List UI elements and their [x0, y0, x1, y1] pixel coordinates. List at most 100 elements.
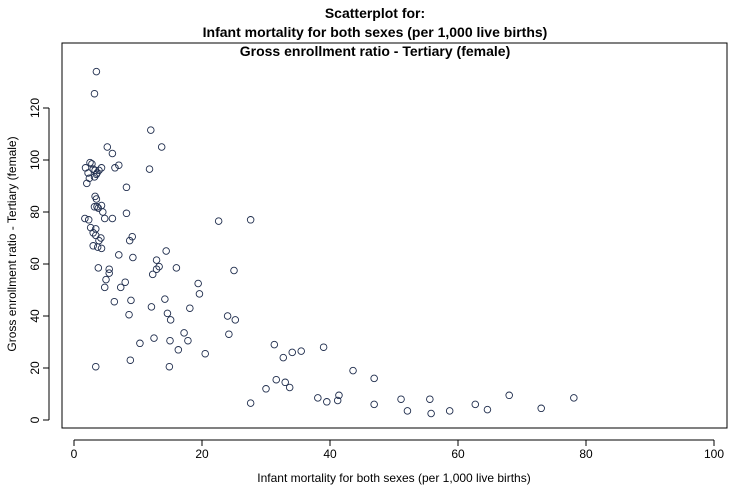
- x-tick-label: 40: [323, 447, 337, 461]
- data-point: [122, 209, 131, 218]
- data-point: [272, 375, 280, 384]
- data-point: [165, 362, 174, 371]
- data-point: [231, 316, 240, 324]
- chart-title: Scatterplot for: Infant mortality for bo…: [0, 4, 750, 61]
- data-point: [92, 362, 100, 371]
- data-point: [89, 242, 97, 250]
- data-point: [166, 336, 174, 345]
- data-point: [172, 264, 181, 272]
- data-point: [84, 169, 92, 177]
- data-point: [92, 170, 101, 179]
- data-point: [90, 89, 99, 98]
- x-tick-label: 60: [451, 447, 465, 461]
- data-point: [93, 203, 101, 211]
- data-point: [92, 231, 100, 240]
- data-point: [184, 336, 192, 345]
- data-point: [103, 143, 112, 151]
- data-point: [127, 296, 135, 305]
- data-point: [111, 164, 119, 172]
- data-point: [122, 183, 131, 192]
- data-point: [125, 310, 133, 319]
- data-point: [483, 405, 492, 414]
- y-tick-label: 80: [28, 205, 42, 219]
- data-point: [116, 283, 125, 292]
- data-point: [157, 143, 166, 151]
- data-point: [403, 407, 412, 415]
- data-point: [155, 262, 163, 271]
- data-point: [108, 214, 117, 223]
- data-point: [126, 356, 135, 364]
- data-point: [180, 329, 188, 337]
- data-point: [223, 312, 232, 320]
- data-point: [285, 383, 294, 392]
- data-point: [194, 279, 202, 288]
- data-point: [214, 217, 223, 225]
- data-point: [89, 229, 97, 237]
- data-point: [108, 149, 117, 158]
- data-point: [147, 126, 155, 134]
- data-point: [349, 366, 357, 375]
- x-tick-label: 80: [579, 447, 593, 461]
- data-point: [100, 283, 109, 292]
- data-point: [105, 265, 113, 273]
- data-point: [93, 243, 102, 251]
- data-point: [152, 265, 161, 273]
- data-point: [319, 343, 328, 351]
- data-point: [335, 391, 343, 400]
- data-point: [445, 407, 454, 415]
- x-tick-label: 100: [704, 447, 724, 461]
- data-point: [427, 409, 435, 418]
- data-point: [147, 303, 156, 311]
- data-point: [166, 316, 175, 324]
- data-point: [152, 256, 161, 264]
- y-tick-label: 40: [28, 309, 42, 323]
- data-point: [97, 164, 106, 172]
- data-point: [86, 158, 94, 167]
- data-point: [88, 160, 96, 168]
- data-point: [288, 348, 296, 357]
- data-point: [129, 253, 137, 262]
- data-point: [201, 349, 209, 358]
- data-point: [262, 385, 270, 393]
- data-point: [333, 396, 342, 405]
- data-point: [90, 203, 99, 211]
- data-point: [246, 216, 255, 224]
- data-point: [99, 208, 107, 216]
- y-tick-label: 120: [28, 98, 42, 118]
- data-point: [297, 347, 305, 355]
- data-point: [471, 400, 480, 409]
- data-point: [195, 290, 204, 298]
- data-point: [323, 398, 331, 406]
- x-tick-label: 20: [195, 447, 209, 461]
- data-point: [279, 353, 288, 362]
- data-point: [85, 174, 94, 182]
- data-point: [136, 339, 144, 348]
- data-point: [115, 251, 123, 259]
- data-point: [370, 374, 378, 383]
- data-point: [270, 340, 279, 349]
- chart-title-line-1: Scatterplot for:: [324, 5, 426, 21]
- data-point: [314, 394, 322, 402]
- data-point: [225, 330, 233, 338]
- data-point: [246, 399, 255, 407]
- data-point: [162, 247, 170, 255]
- data-point: [174, 346, 183, 354]
- data-point: [97, 244, 106, 253]
- y-tick-label: 100: [28, 150, 42, 170]
- data-point: [110, 297, 119, 306]
- data-point: [105, 269, 113, 277]
- data-point: [150, 334, 158, 342]
- data-point: [84, 216, 93, 224]
- data-point: [115, 161, 123, 169]
- data-point: [186, 304, 194, 312]
- data-point: [145, 165, 154, 173]
- data-point: [92, 67, 101, 76]
- data-point: [121, 278, 129, 286]
- data-point: [370, 400, 378, 409]
- data-point: [281, 378, 289, 387]
- y-axis-label: Gross enrollment ratio - Tertiary (femal…: [5, 136, 19, 352]
- x-tick-label: 0: [71, 447, 78, 461]
- data-point: [148, 270, 157, 279]
- data-point: [81, 214, 89, 223]
- y-tick-label: 20: [28, 361, 42, 375]
